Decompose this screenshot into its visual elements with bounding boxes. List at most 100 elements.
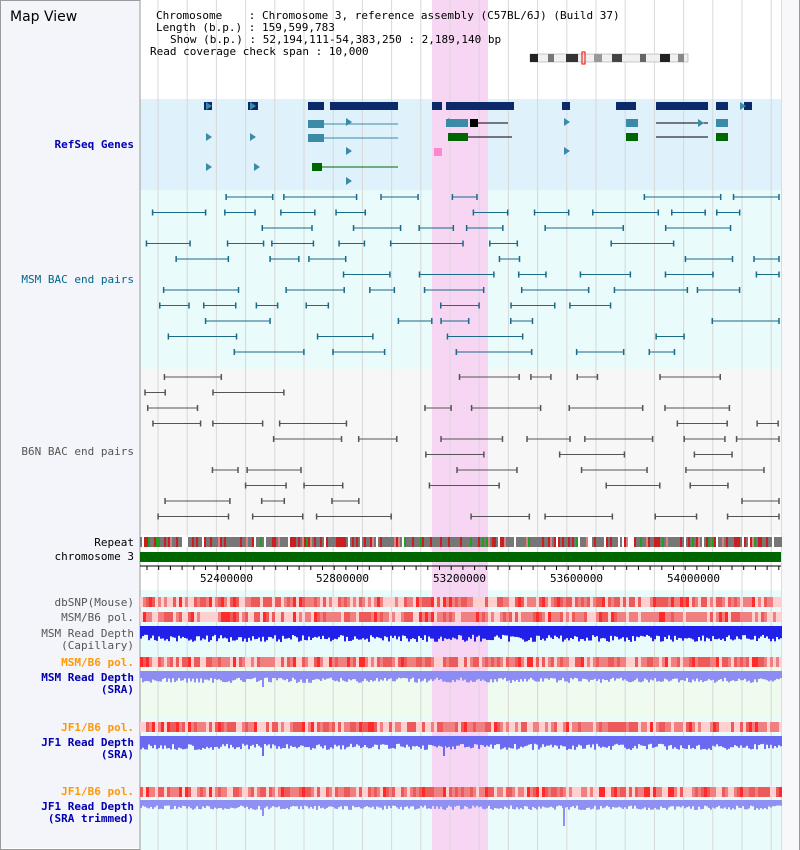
read-depth-bar: [664, 800, 666, 808]
ideogram-band: [612, 54, 622, 62]
polymorphism-strip: [362, 722, 365, 732]
repeat-element: [502, 537, 504, 547]
track-label-msm-b6-pol[interactable]: MSM/B6 pol.: [61, 611, 134, 624]
polymorphism-strip: [527, 722, 530, 732]
polymorphism-strip: [158, 722, 161, 732]
polymorphism-strip: [329, 787, 332, 797]
repeat-element: [666, 537, 668, 547]
repeat-element: [538, 537, 540, 547]
polymorphism-strip: [548, 722, 551, 732]
polymorphism-strip: [386, 597, 389, 607]
repeat-element: [382, 537, 384, 547]
read-depth-bar: [368, 671, 370, 682]
polymorphism-strip: [389, 612, 392, 622]
read-depth-bar: [596, 671, 598, 682]
read-depth-bar: [660, 800, 662, 807]
polymorphism-strip: [563, 722, 566, 732]
read-depth-bar: [336, 800, 338, 809]
read-depth-bar: [486, 671, 488, 683]
read-depth-bar: [650, 800, 652, 810]
track-label-jf1-b6-pol-2[interactable]: JF1/B6 pol.: [61, 785, 134, 798]
polymorphism-strip: [233, 722, 236, 732]
read-depth-bar: [292, 626, 294, 635]
repeat-element: [260, 537, 262, 547]
repeat-element: [460, 537, 462, 547]
polymorphism-strip: [587, 657, 590, 667]
repeat-element: [656, 537, 658, 547]
track-label-dbsnp[interactable]: dbSNP(Mouse): [54, 596, 134, 609]
read-depth-bar: [358, 736, 360, 746]
track-label-msm-b6-pol-2[interactable]: MSM/B6 pol.: [61, 656, 134, 669]
track-label-b6n-bac[interactable]: B6N BAC end pairs: [21, 445, 134, 458]
vertical-scrollbar[interactable]: [781, 0, 799, 850]
read-depth-bar: [324, 800, 326, 810]
repeat-element: [286, 537, 288, 547]
read-depth-bar: [496, 626, 498, 636]
polymorphism-strip: [746, 657, 749, 667]
polymorphism-strip: [167, 612, 170, 622]
read-depth-bar: [278, 671, 280, 679]
polymorphism-strip: [662, 657, 665, 667]
read-depth-bar: [302, 671, 304, 683]
polymorphism-strip: [275, 722, 278, 732]
track-label-chromosome[interactable]: chromosome 3: [54, 550, 134, 563]
read-depth-bar: [520, 800, 522, 808]
read-depth-bar: [580, 671, 582, 682]
read-depth-bar: [506, 671, 508, 682]
read-depth-bar: [276, 671, 278, 681]
polymorphism-strip: [326, 722, 329, 732]
read-depth-bar: [318, 736, 320, 745]
read-depth-bar: [492, 671, 494, 683]
read-depth-bar: [506, 736, 508, 750]
read-depth-bar: [678, 736, 680, 750]
polymorphism-strip: [218, 657, 221, 667]
read-depth-bar: [596, 736, 598, 744]
polymorphism-strip: [650, 612, 653, 622]
track-label-repeat[interactable]: Repeat: [94, 536, 134, 549]
repeat-element: [414, 537, 416, 547]
polymorphism-strip: [197, 787, 200, 797]
track-label-msm-bac[interactable]: MSM BAC end pairs: [21, 273, 134, 286]
polymorphism-strip: [563, 597, 566, 607]
track-label-jf1-b6-pol[interactable]: JF1/B6 pol.: [61, 721, 134, 734]
read-depth-bar: [670, 736, 672, 745]
repeat-element: [234, 537, 236, 547]
read-depth-bar: [724, 626, 726, 642]
polymorphism-strip: [314, 722, 317, 732]
read-depth-bar: [496, 736, 498, 745]
read-depth-bar: [358, 626, 360, 640]
read-depth-bar: [416, 736, 418, 746]
polymorphism-strip: [458, 597, 461, 607]
read-depth-bar: [370, 800, 372, 808]
polymorphism-strip: [560, 657, 563, 667]
polymorphism-strip: [704, 597, 707, 607]
polymorphism-strip: [260, 787, 263, 797]
polymorphism-strip: [749, 722, 752, 732]
track-label-msm-read-depth-capillary[interactable]: MSM Read Depth (Capillary): [41, 627, 134, 652]
read-depth-bar: [494, 736, 496, 746]
track-label-jf1-read-depth-trimmed[interactable]: JF1 Read Depth (SRA trimmed): [41, 800, 134, 825]
read-depth-bar: [518, 736, 520, 749]
polymorphism-strip: [200, 787, 203, 797]
track-label-refseq[interactable]: RefSeq Genes: [54, 138, 134, 151]
repeat-element: [738, 537, 740, 547]
read-depth-bar: [660, 736, 662, 744]
read-depth-bar: [384, 800, 386, 806]
read-depth-bar: [432, 736, 434, 746]
polymorphism-strip: [206, 597, 209, 607]
track-label-jf1-read-depth-sra[interactable]: JF1 Read Depth (SRA): [41, 736, 134, 761]
read-depth-bar: [442, 626, 444, 641]
polymorphism-strip: [314, 612, 317, 622]
track-label-msm-read-depth-sra[interactable]: MSM Read Depth (SRA): [41, 671, 134, 696]
polymorphism-strip: [731, 787, 734, 797]
read-depth-bar: [484, 736, 486, 747]
read-depth-bar: [738, 626, 740, 639]
repeat-element: [646, 537, 648, 547]
polymorphism-strip: [695, 597, 698, 607]
read-depth-bar: [158, 800, 160, 810]
read-depth-bar: [766, 626, 768, 637]
read-depth-bar: [466, 736, 468, 747]
read-depth-bar: [248, 626, 250, 638]
polymorphism-strip: [461, 657, 464, 667]
polymorphism-strip: [506, 657, 509, 667]
